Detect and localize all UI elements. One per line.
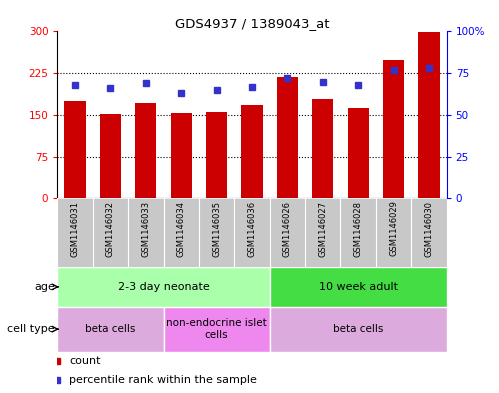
Text: GSM1146031: GSM1146031: [70, 200, 79, 257]
Bar: [135, 103, 157, 198]
Text: GSM1146026: GSM1146026: [283, 200, 292, 257]
Text: GSM1146034: GSM1146034: [177, 200, 186, 257]
Bar: [64, 101, 86, 198]
Bar: [100, 114, 121, 198]
Text: GSM1146032: GSM1146032: [106, 200, 115, 257]
Text: GSM1146030: GSM1146030: [425, 200, 434, 257]
Bar: [277, 77, 298, 198]
Title: GDS4937 / 1389043_at: GDS4937 / 1389043_at: [175, 17, 329, 30]
Bar: [269, 307, 447, 352]
Text: GSM1146029: GSM1146029: [389, 200, 398, 256]
Bar: [269, 267, 447, 307]
Text: GSM1146027: GSM1146027: [318, 200, 327, 257]
Text: 2-3 day neonate: 2-3 day neonate: [118, 282, 210, 292]
Text: GSM1146028: GSM1146028: [354, 200, 363, 257]
Text: 10 week adult: 10 week adult: [319, 282, 398, 292]
Text: beta cells: beta cells: [85, 324, 136, 334]
Text: GSM1146033: GSM1146033: [141, 200, 150, 257]
Bar: [57, 267, 269, 307]
Text: percentile rank within the sample: percentile rank within the sample: [69, 375, 257, 385]
Text: cell type: cell type: [7, 324, 55, 334]
Text: age: age: [34, 282, 55, 292]
Bar: [312, 99, 333, 198]
Bar: [383, 61, 404, 198]
Bar: [57, 307, 164, 352]
Text: GSM1146036: GSM1146036: [248, 200, 256, 257]
Bar: [164, 307, 269, 352]
Bar: [171, 113, 192, 198]
Bar: [242, 105, 262, 198]
Bar: [347, 108, 369, 198]
Bar: [206, 112, 227, 198]
Text: count: count: [69, 356, 101, 366]
Bar: [418, 32, 440, 198]
Text: non-endocrine islet
cells: non-endocrine islet cells: [166, 318, 267, 340]
Text: GSM1146035: GSM1146035: [212, 200, 221, 257]
Text: beta cells: beta cells: [333, 324, 383, 334]
